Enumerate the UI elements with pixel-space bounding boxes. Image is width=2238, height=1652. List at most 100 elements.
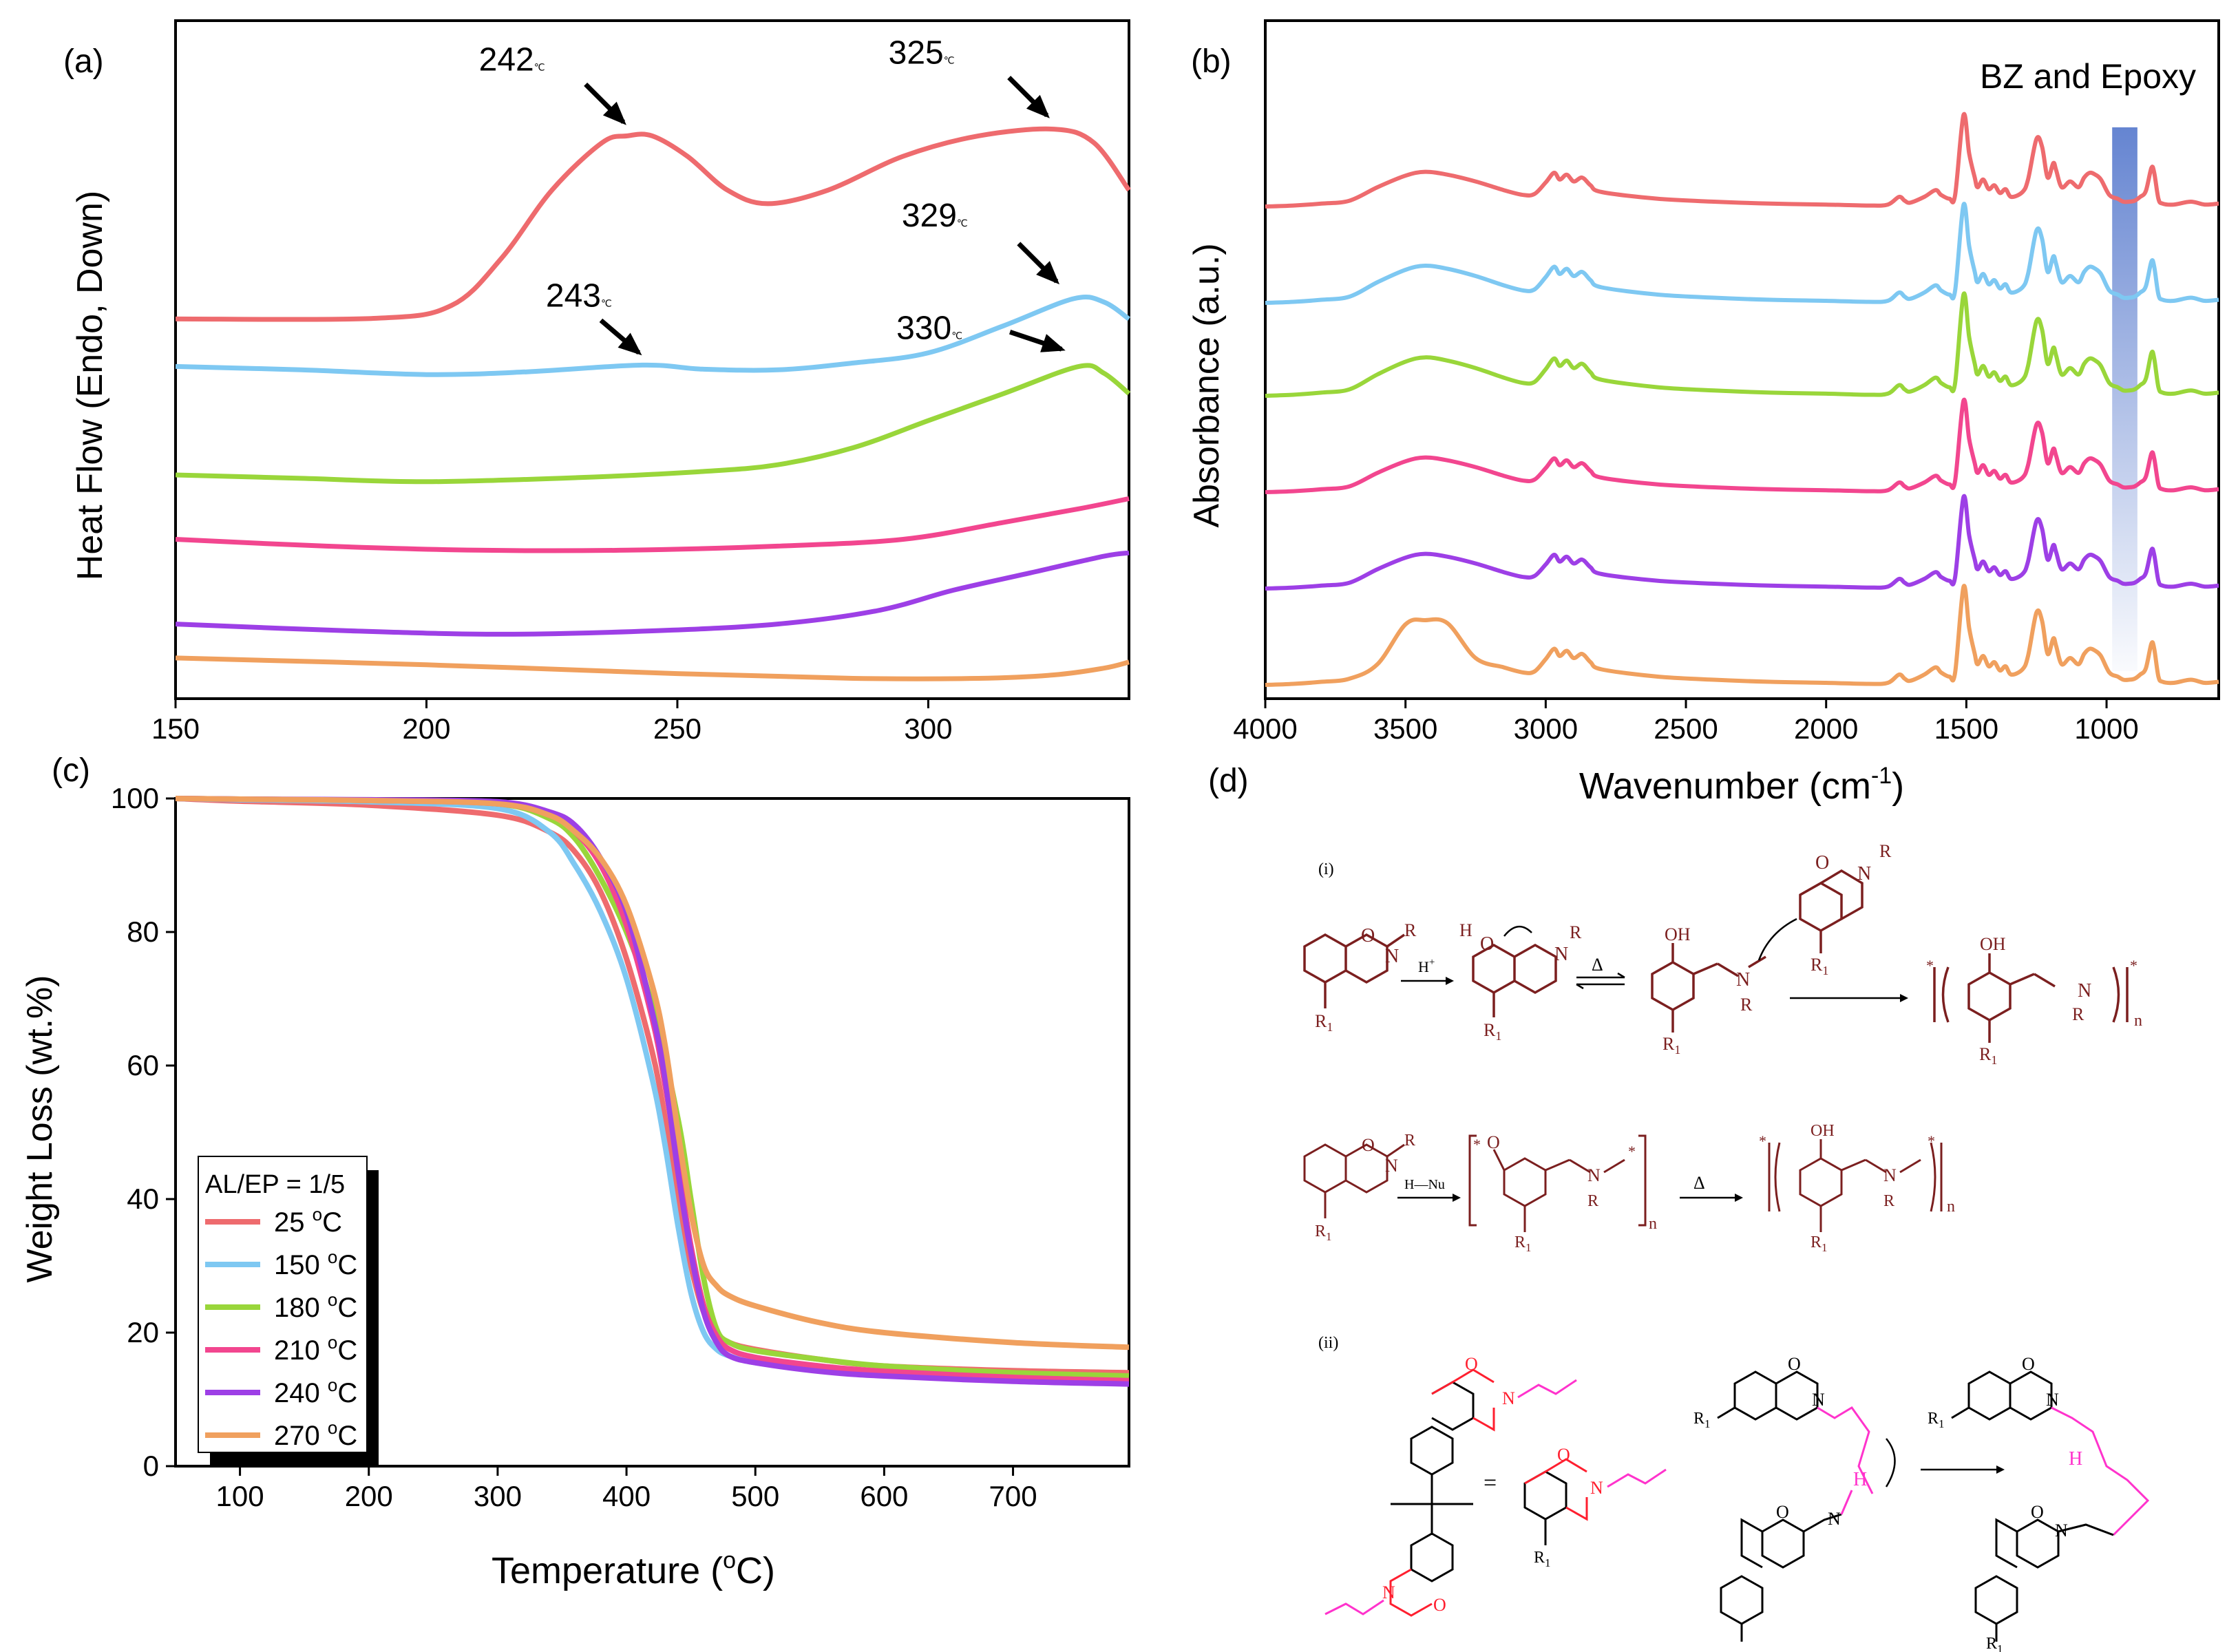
dimer-oxygen-top: O <box>1465 1354 1478 1374</box>
product-r1: R1 <box>1979 1044 1997 1067</box>
legend-entry: 210 oC <box>274 1332 357 1366</box>
panel-label-c: (c) <box>52 752 90 789</box>
annotations-a: 242℃ 325℃ 243℃ 329℃ 330℃ <box>479 35 1066 356</box>
panel-label-d: (d) <box>1208 763 1249 799</box>
x-tick-label-a: 250 <box>653 712 701 745</box>
tga-curve <box>175 796 1130 1351</box>
peak-arrow-head <box>1036 261 1060 285</box>
product-nitrogen: N <box>2078 980 2091 1002</box>
dsc-curve <box>175 550 1130 637</box>
product2-star-2: * <box>1928 1132 1935 1150</box>
x-tick-label-b: 3000 <box>1514 712 1578 745</box>
x-tick-label-c: 200 <box>345 1480 393 1512</box>
ether-star: * <box>1473 1136 1481 1153</box>
row2-oxygen: O <box>1362 1135 1375 1155</box>
curves-c <box>175 796 1130 1387</box>
ether-n: n <box>1649 1215 1657 1233</box>
x-tick-label-c: 100 <box>216 1480 264 1512</box>
dsc-curve <box>175 126 1131 322</box>
final-nitrogen-top: N <box>2046 1390 2059 1410</box>
ftir-spectrum <box>1265 202 2219 305</box>
ring-oxygen: O <box>1361 925 1375 946</box>
curves-a <box>175 126 1131 681</box>
x-tick-label-c: 700 <box>989 1480 1037 1512</box>
intermediate-r: R <box>1570 922 1582 942</box>
panel-label-b: (b) <box>1191 43 1232 80</box>
x-axis-a: 150 200 250 300 <box>151 699 952 745</box>
protonated-intermediate <box>1472 926 1557 1017</box>
ftir-spectrum <box>1265 291 2219 398</box>
y-tick-label-c: 0 <box>143 1450 159 1482</box>
x-tick-label-b: 4000 <box>1233 712 1297 745</box>
dimer-oxygen-bottom: O <box>1433 1595 1446 1615</box>
panel-a: (a) 150 200 250 300 242℃ 325℃ 243℃ 329℃ 330℃ He… <box>63 19 1131 745</box>
attacking-nitrogen: N <box>1857 863 1871 885</box>
x-tick-label-c: 600 <box>860 1480 908 1512</box>
r-group: R <box>1404 920 1417 940</box>
x-tick-label-b: 1500 <box>1934 712 1998 745</box>
monomer-nitrogen: N <box>1590 1478 1603 1498</box>
plot-frame-a <box>174 19 1130 700</box>
arrow-head-4 <box>1735 1194 1743 1202</box>
peak-temperature-label: 330℃ <box>896 310 962 346</box>
polybenzoxazine-product-2 <box>1768 1139 1943 1232</box>
ene-oxygen-bottom: O <box>1776 1502 1789 1522</box>
x-tick-label-a: 200 <box>402 712 450 745</box>
curves-b <box>1265 112 2219 687</box>
panel-c: (c) 100 200 300 400 500 600 700 0 20 40 60 80 100 AL… <box>20 752 1130 1591</box>
xlabel-b: Wavenumber (cm-1) <box>1579 763 1904 807</box>
y-tick-label-c: 40 <box>127 1183 159 1215</box>
ene-r1-top: R1 <box>1693 1410 1711 1430</box>
x-tick-label-a: 300 <box>904 712 952 745</box>
panel-d: (d) (i) O N R R1 H+ H O N R R1 Δ <box>1208 763 2150 1652</box>
y-tick-label-c: 80 <box>127 915 159 948</box>
delta-heat-2: Δ <box>1693 1173 1705 1193</box>
scheme-i-label: (i) <box>1318 860 1334 878</box>
ylabel-a: Heat Flow (Endo, Down) <box>70 191 110 580</box>
product2-oh: OH <box>1811 1122 1835 1140</box>
arrow-head-3 <box>1453 1194 1461 1202</box>
r1-group: R1 <box>1315 1011 1333 1034</box>
h-nu-label: H—Nu <box>1404 1177 1445 1192</box>
ene-nitrogen-top: N <box>1812 1390 1825 1410</box>
x-tick-label-c: 500 <box>731 1480 779 1512</box>
legend-entry: 180 oC <box>274 1289 357 1323</box>
equals-sign: = <box>1484 1470 1497 1496</box>
iminium-r: R <box>1740 995 1753 1015</box>
chain-end-star-2: * <box>2130 957 2137 974</box>
row2-nitrogen: N <box>1385 1156 1398 1176</box>
x-tick-label-b: 1000 <box>2074 712 2138 745</box>
y-tick-label-c: 100 <box>111 782 159 814</box>
ether-nitrogen: N <box>1587 1165 1601 1185</box>
product2-nitrogen: N <box>1883 1165 1897 1185</box>
ether-r: R <box>1587 1192 1598 1210</box>
delta-heat-1: Δ <box>1592 955 1603 975</box>
row2-r: R <box>1404 1132 1415 1150</box>
bz-epoxy-label: BZ and Epoxy <box>1980 57 2196 96</box>
x-tick-label-b: 3500 <box>1373 712 1437 745</box>
arrow-head-1 <box>1446 977 1454 985</box>
attacking-monomer <box>1757 869 1864 961</box>
x-axis-b: 4000 3500 3000 2500 2000 1500 1000 <box>1233 699 2139 745</box>
peak-temperature-label: 325℃ <box>889 35 955 72</box>
dsc-curve <box>175 363 1131 485</box>
legend-title: AL/EP = 1/5 <box>205 1170 345 1199</box>
ether-star-2: * <box>1628 1143 1636 1160</box>
panel-label-a: (a) <box>63 43 104 80</box>
ene-reaction-pair <box>1717 1370 1896 1642</box>
attacking-r: R <box>1879 841 1892 861</box>
plot-frame-b <box>1264 19 2220 700</box>
dimer-nitrogen-bottom: N <box>1382 1582 1395 1602</box>
product2-r: R <box>1883 1192 1894 1210</box>
y-tick-label-c: 20 <box>127 1316 159 1348</box>
protonated-oxygen: O <box>1480 933 1494 955</box>
bis-benzoxazine-dimer <box>1324 1368 1577 1617</box>
plot-frame-c <box>174 797 1130 1468</box>
ether-oxygen: O <box>1487 1132 1500 1152</box>
ene-oxygen-top: O <box>1788 1354 1801 1374</box>
h-plus-label: H+ <box>1418 957 1435 975</box>
legend-entry: 270 oC <box>274 1417 357 1451</box>
ftir-spectrum <box>1265 584 2219 687</box>
axes-c: 100 200 300 400 500 600 700 0 20 40 60 80 100 <box>111 782 1037 1512</box>
